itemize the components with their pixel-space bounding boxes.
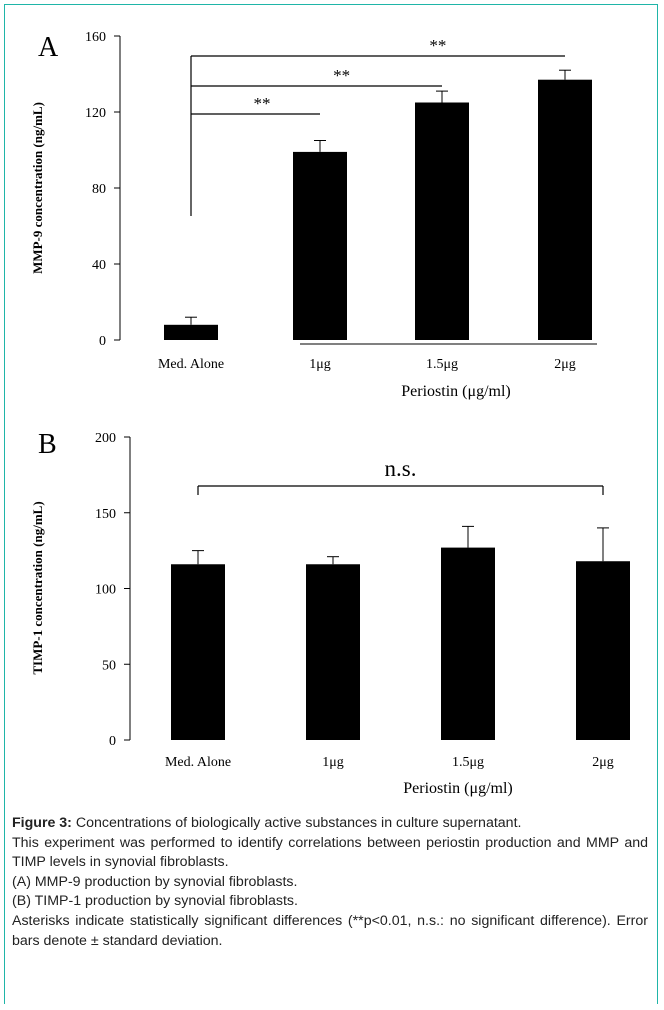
panel-letter: B: [38, 429, 57, 460]
category-label: 1.5μg: [452, 755, 484, 770]
significance-label: **: [429, 36, 446, 55]
caption-line: (B) TIMP-1 production by synovial fibrob…: [12, 893, 298, 910]
panel-letter: A: [38, 32, 59, 63]
y-tick-label: 160: [85, 30, 106, 45]
category-label: Med. Alone: [165, 755, 231, 770]
y-tick-label: 0: [99, 334, 106, 349]
bar: [306, 564, 360, 740]
y-tick-label: 50: [102, 658, 116, 673]
category-label: 1μg: [309, 357, 331, 372]
y-tick-label: 40: [92, 258, 106, 273]
y-tick-label: 80: [92, 182, 106, 197]
y-tick-label: 200: [95, 431, 116, 446]
category-label: 2μg: [554, 357, 576, 372]
bar: [164, 324, 218, 340]
figure-charts: A 0 40 80 120 160 MMP-9 concentration (ng/mL) M…: [30, 30, 630, 797]
y-tick-label: 0: [109, 734, 116, 749]
caption-line: (A) MMP-9 production by synovial fibrobl…: [12, 873, 298, 890]
y-tick-label: 120: [85, 106, 106, 121]
x-axis-label: Periostin (μg/ml): [403, 780, 512, 797]
y-axis-label: MMP-9 concentration (ng/mL): [30, 102, 45, 274]
figure-caption: Figure 3: Concentrations of biologically…: [12, 814, 648, 951]
bar: [171, 564, 225, 740]
figure-frame: [4, 4, 658, 1004]
category-label: Med. Alone: [158, 357, 224, 372]
category-label: 2μg: [592, 755, 614, 770]
y-tick-label: 150: [95, 507, 116, 522]
bar: [293, 151, 347, 340]
bar: [538, 79, 592, 340]
bar: [415, 102, 469, 340]
bar: [576, 561, 630, 740]
caption-line: This experiment was performed to identif…: [12, 834, 648, 871]
x-axis-label: Periostin (μg/ml): [401, 383, 510, 400]
y-axis-label: TIMP-1 concentration (ng/mL): [30, 501, 45, 674]
significance-label: n.s.: [385, 456, 417, 481]
caption-label: Figure 3:: [12, 815, 72, 831]
significance-label: **: [333, 66, 350, 85]
category-label: 1μg: [322, 755, 344, 770]
y-tick-label: 100: [95, 583, 116, 598]
caption-line: Asterisks indicate statistically signifi…: [12, 912, 648, 949]
significance-label: **: [253, 94, 270, 113]
caption-title-line: Figure 3: Concentrations of biologically…: [12, 814, 648, 834]
caption-title: Concentrations of biologically active su…: [71, 815, 522, 831]
category-label: 1.5μg: [426, 357, 458, 372]
bar: [441, 547, 495, 740]
